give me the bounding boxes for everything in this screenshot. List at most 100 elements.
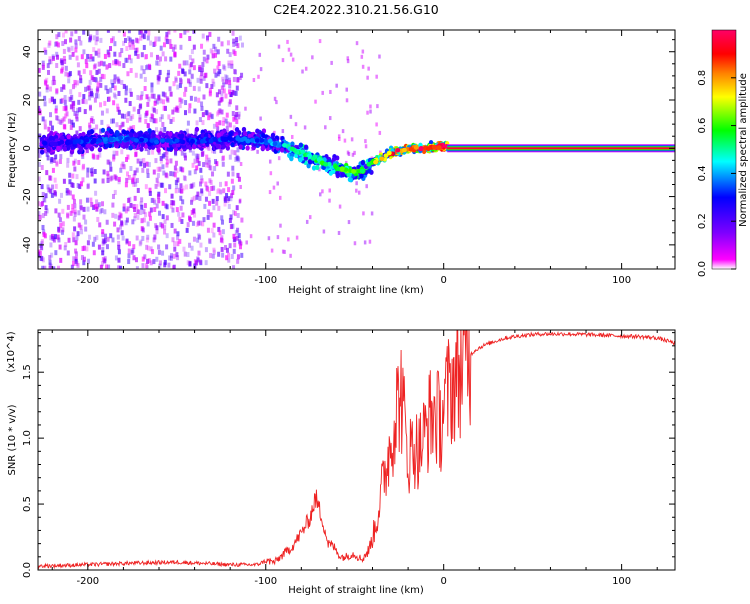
noise-cell xyxy=(171,207,175,213)
noise-cell xyxy=(117,176,121,182)
noise-cell xyxy=(219,237,223,243)
noise-cell xyxy=(116,103,120,109)
noise-cell xyxy=(188,242,192,248)
noise-cell xyxy=(117,30,121,33)
noise-cell xyxy=(128,54,132,60)
noise-cell xyxy=(89,54,93,60)
noise-cell xyxy=(355,188,358,193)
ridge-core-cell xyxy=(208,138,214,144)
noise-cell xyxy=(183,251,187,257)
noise-cell xyxy=(173,51,177,57)
noise-cell xyxy=(165,162,169,168)
noise-cell xyxy=(153,100,157,106)
noise-cell xyxy=(43,95,47,101)
noise-cell xyxy=(132,106,136,112)
noise-cell xyxy=(176,84,180,90)
noise-cell xyxy=(217,226,221,232)
ridge-cell xyxy=(128,145,133,151)
noise-cell xyxy=(208,91,212,97)
noise-cell xyxy=(78,126,82,132)
noise-cell xyxy=(283,249,286,254)
noise-cell xyxy=(64,242,68,248)
noise-cell xyxy=(89,88,93,94)
noise-cell xyxy=(135,235,139,241)
noise-cell xyxy=(199,242,203,248)
noise-cell xyxy=(116,227,120,233)
noise-cell xyxy=(229,214,233,220)
ridge-cell xyxy=(62,146,68,152)
noise-cell xyxy=(228,52,232,58)
noise-cell xyxy=(145,265,149,269)
noise-cell xyxy=(178,63,182,69)
ridge-core-cell xyxy=(379,156,385,161)
noise-cell xyxy=(351,152,355,157)
noise-cell xyxy=(199,78,203,84)
noise-cell xyxy=(52,75,56,81)
ridge-cell xyxy=(105,142,110,149)
noise-cell xyxy=(361,64,365,69)
ridge-core-cell xyxy=(199,139,205,144)
noise-cell xyxy=(45,77,49,83)
noise-cell xyxy=(57,212,61,218)
noise-cell xyxy=(376,104,379,109)
ridge-cell xyxy=(216,132,222,138)
noise-cell xyxy=(77,99,81,105)
ridge-cell xyxy=(367,168,372,174)
noise-cell xyxy=(347,152,351,157)
noise-cell xyxy=(51,184,55,190)
noise-cell xyxy=(59,119,63,125)
noise-cell xyxy=(140,204,144,210)
noise-cell xyxy=(190,245,194,251)
noise-cell xyxy=(240,42,244,48)
noise-cell xyxy=(82,94,86,100)
noise-cell xyxy=(54,208,58,214)
ridge-cell xyxy=(89,146,95,152)
noise-cell xyxy=(154,36,158,42)
noise-cell xyxy=(228,83,232,89)
noise-cell xyxy=(366,75,369,80)
noise-cell xyxy=(93,178,97,184)
ridge-core-cell xyxy=(118,135,124,141)
noise-cell xyxy=(142,34,146,40)
noise-cell xyxy=(56,54,60,60)
noise-cell xyxy=(89,197,93,203)
noise-cell xyxy=(127,197,131,203)
noise-cell xyxy=(82,68,86,74)
noise-cell xyxy=(143,86,147,92)
noise-cell xyxy=(204,181,208,187)
noise-cell xyxy=(132,44,136,50)
snr-x-tick-label: 100 xyxy=(612,576,631,587)
noise-cell xyxy=(209,48,213,54)
noise-cell xyxy=(139,30,143,34)
noise-cell xyxy=(68,179,72,185)
noise-cell xyxy=(195,260,199,266)
noise-cell xyxy=(76,262,80,268)
noise-cell xyxy=(239,162,243,167)
noise-cell xyxy=(196,157,200,163)
noise-cell xyxy=(135,47,139,53)
noise-cell xyxy=(210,84,214,90)
noise-cell xyxy=(120,220,124,226)
colorbar-tick-label: 0.2 xyxy=(697,213,708,229)
noise-cell xyxy=(233,242,237,248)
noise-cell xyxy=(164,188,168,194)
noise-cell xyxy=(175,252,179,258)
noise-cell xyxy=(110,118,114,124)
noise-cell xyxy=(105,264,109,269)
noise-cell xyxy=(152,169,156,175)
noise-cell xyxy=(276,181,279,186)
noise-cell xyxy=(204,72,208,78)
noise-cell xyxy=(195,165,199,171)
noise-cell xyxy=(136,214,140,220)
noise-cell xyxy=(90,168,94,174)
noise-cell xyxy=(181,167,185,173)
noise-cell xyxy=(134,151,138,157)
noise-cell xyxy=(230,253,234,259)
noise-cell xyxy=(238,35,242,41)
noise-cell xyxy=(183,71,187,77)
noise-cell xyxy=(140,158,144,164)
ridge-cell xyxy=(307,159,313,165)
noise-cell xyxy=(227,60,231,66)
noise-cell xyxy=(151,249,155,255)
ridge-cell xyxy=(261,132,266,139)
